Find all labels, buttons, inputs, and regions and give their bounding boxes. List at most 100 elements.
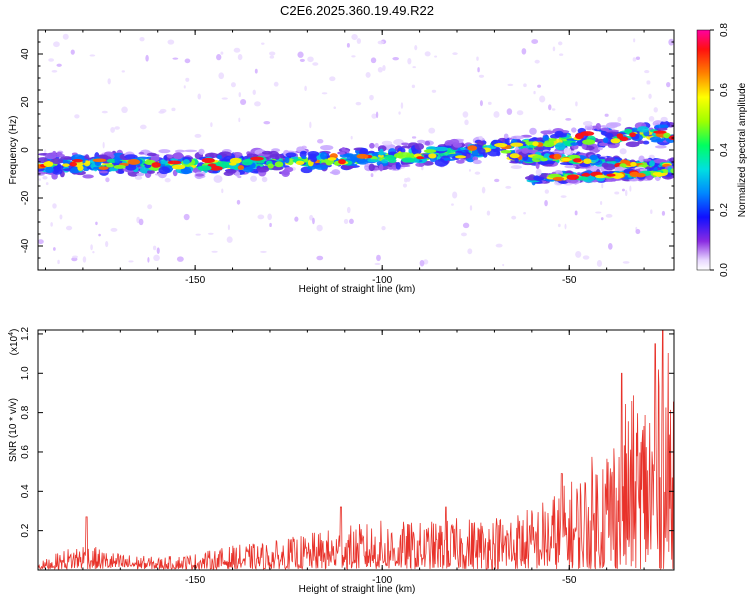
spectrogram-speckle — [211, 250, 218, 253]
spectrogram-x-tick-label: -50 — [562, 275, 577, 286]
spectrogram-blob — [104, 151, 114, 156]
spectrogram-core — [207, 163, 217, 167]
spectrogram-blob — [269, 153, 284, 160]
spectrogram-y-tick-label: -40 — [20, 238, 31, 253]
spectrogram-speckle — [139, 124, 147, 130]
spectrogram-blob — [82, 174, 94, 179]
spectrogram-speckle — [468, 169, 471, 172]
snr-y-tick-label: 1.0 — [20, 366, 31, 380]
spectrogram-ticks: -150 -100 -50 -40 -20 0 20 40 — [20, 29, 674, 286]
spectrogram-speckle — [351, 55, 356, 58]
spectrogram-blob — [581, 143, 587, 150]
spectrogram-speckle — [648, 116, 655, 122]
spectrogram-speckle — [632, 57, 637, 62]
spectrogram-speckle — [534, 59, 540, 64]
spectrogram-speckle — [668, 38, 674, 46]
spectrogram-blob — [337, 151, 346, 155]
spectrogram-speckle — [139, 37, 145, 42]
spectrogram-core — [295, 160, 305, 166]
spectrogram-core — [237, 165, 245, 170]
spectrogram-speckle — [402, 183, 408, 188]
spectrogram-speckle — [434, 55, 438, 58]
spectrogram-speckle — [506, 108, 513, 115]
spectrogram-blob — [455, 159, 465, 164]
spectrogram-core — [581, 173, 591, 177]
spectrogram-speckle — [45, 182, 49, 186]
spectrogram-core — [127, 159, 141, 165]
spectrogram-speckle — [101, 110, 108, 114]
spectrogram-speckle — [411, 136, 417, 139]
spectrogram-speckle — [575, 101, 578, 107]
spectrogram-speckle — [261, 42, 265, 45]
spectrogram-blob — [631, 127, 638, 132]
spectrogram-speckle — [237, 54, 243, 61]
spectrogram-speckle — [469, 205, 473, 211]
spectrogram-speckle — [309, 121, 312, 129]
spectrogram-blob — [136, 172, 145, 177]
spectrogram-blob — [504, 137, 510, 145]
spectrogram-speckle — [624, 189, 628, 197]
spectrogram-speckle — [370, 173, 374, 178]
spectrogram-y-tick-label: 20 — [20, 96, 31, 108]
spectrogram-speckle — [38, 239, 44, 245]
spectrogram-blob — [284, 166, 294, 173]
spectrogram-speckle — [147, 204, 153, 210]
spectrogram-core — [583, 158, 592, 164]
spectrogram-speckle — [544, 189, 550, 194]
spectrogram-blob — [654, 145, 667, 149]
spectrogram-speckle — [128, 260, 134, 263]
spectrogram-blob — [369, 142, 375, 149]
colorbar-tick-label: 0.8 — [719, 23, 730, 37]
spectrogram-speckle — [486, 210, 491, 216]
spectrogram-speckle — [110, 227, 118, 232]
spectrogram-speckle — [71, 257, 78, 262]
spectrogram-blob — [237, 175, 242, 179]
spectrogram-speckle — [614, 191, 620, 195]
spectrogram-blob — [617, 168, 623, 172]
spectrogram-blob — [367, 159, 380, 163]
spectrogram-speckle — [350, 135, 353, 140]
spectrogram-core — [229, 157, 242, 164]
snr-multiplier-base: (x10 — [9, 335, 20, 355]
spectrogram-speckle — [145, 54, 149, 62]
spectrogram-speckle — [574, 210, 578, 216]
spectrogram-blob — [314, 164, 328, 170]
spectrogram-speckle — [72, 255, 79, 259]
spectrogram-blob — [637, 126, 649, 133]
spectrogram-speckle — [451, 203, 454, 206]
spectrogram-blob — [45, 153, 57, 160]
spectrogram-blob — [381, 140, 393, 146]
spectrogram-blob — [619, 148, 627, 155]
spectrogram-core — [532, 141, 539, 147]
spectrogram-speckle — [539, 95, 546, 103]
snr-y-tick-label: 0.6 — [20, 445, 31, 459]
spectrogram-blob — [625, 141, 640, 148]
spectrogram-core — [454, 155, 467, 159]
spectrogram-speckle — [329, 76, 336, 82]
spectrogram-speckle — [558, 41, 563, 46]
spectrogram-blob — [381, 158, 389, 164]
spectrogram-speckle — [90, 244, 93, 251]
snr-frame — [37, 329, 675, 571]
spectrogram-blob — [395, 161, 401, 170]
spectrogram-core — [92, 158, 107, 163]
spectrogram-speckle — [102, 141, 105, 149]
spectrogram-blob — [603, 163, 616, 171]
spectrogram-speckle — [321, 92, 328, 95]
spectrogram-speckle — [121, 70, 125, 73]
spectrogram-speckle — [183, 85, 186, 89]
spectrogram-blob — [563, 147, 572, 155]
spectrogram-speckle — [273, 81, 279, 87]
spectrogram-core — [338, 159, 346, 165]
spectrogram-blob — [543, 153, 551, 159]
spectrogram-speckle — [621, 188, 625, 192]
spectrogram-speckle — [411, 84, 416, 89]
spectrogram-blob — [599, 125, 608, 128]
spectrogram-speckle — [464, 119, 469, 126]
spectrogram-speckle — [487, 101, 492, 105]
spectrogram-core — [540, 157, 549, 162]
spectrogram-blob — [649, 160, 655, 167]
spectrogram-blob — [540, 130, 555, 135]
spectrogram-speckle — [197, 93, 202, 100]
spectrogram-speckle — [110, 126, 115, 133]
